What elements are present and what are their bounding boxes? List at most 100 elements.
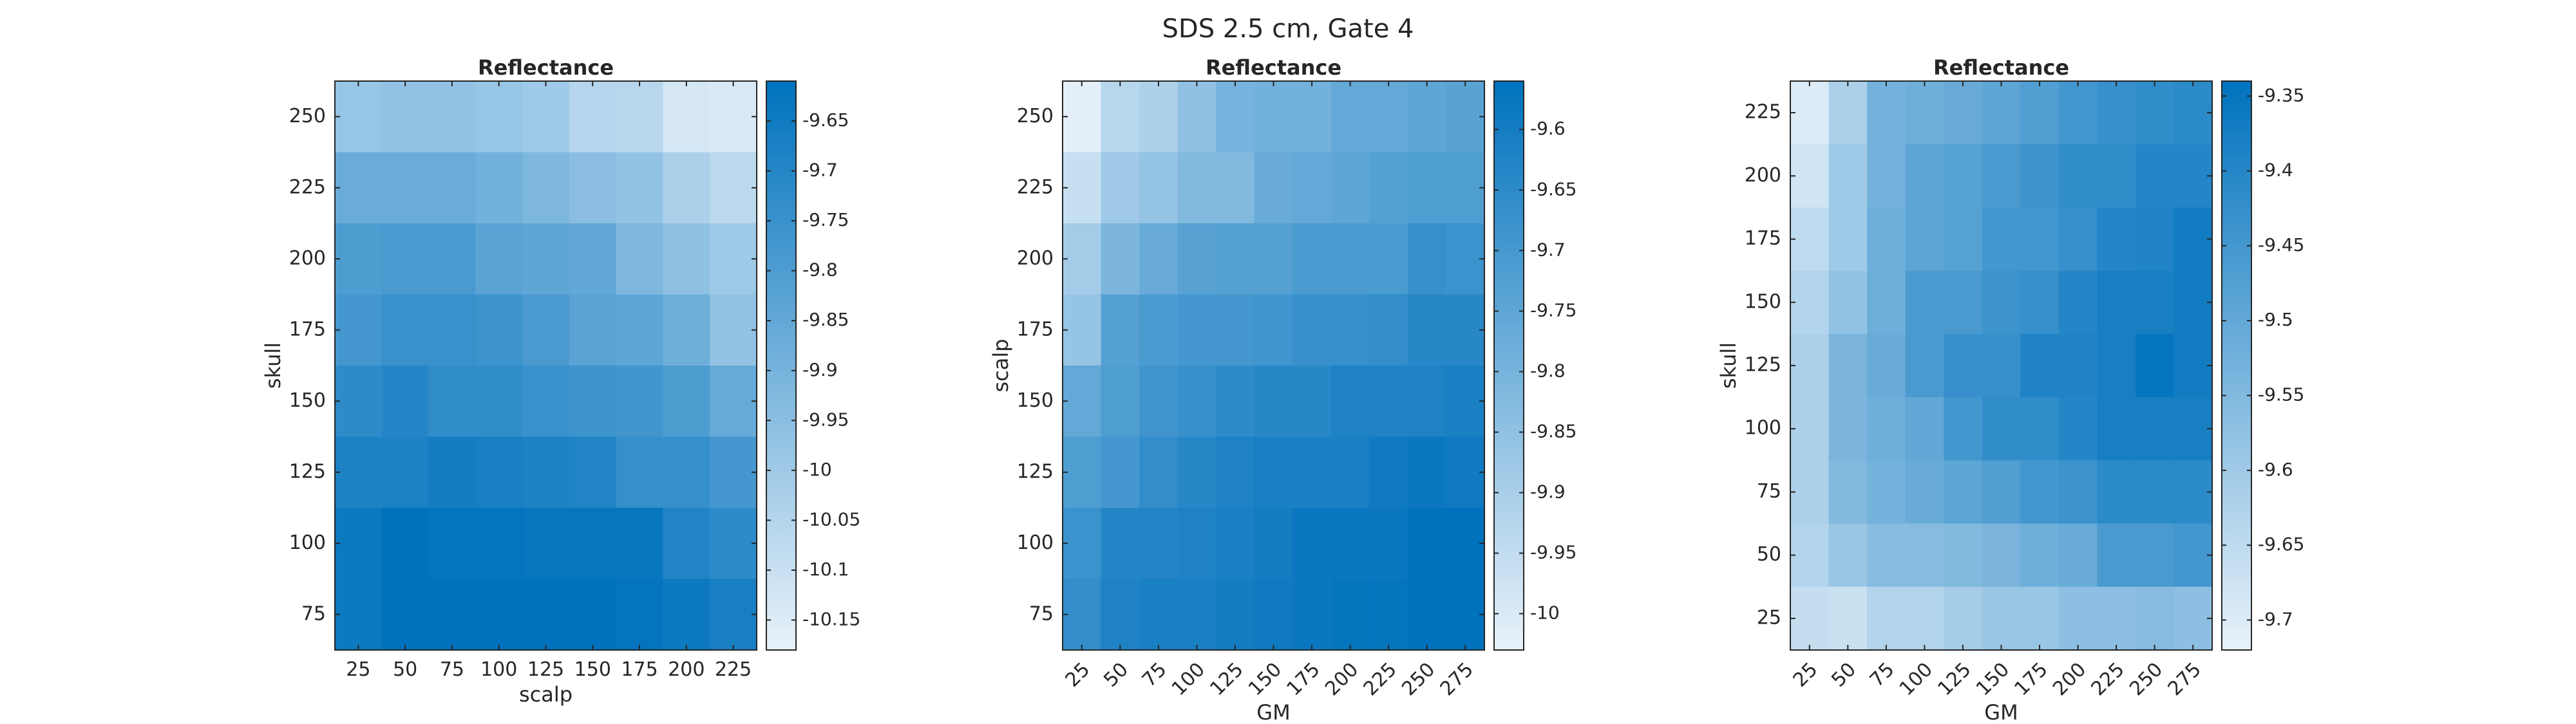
- heatmap-cell: [1944, 81, 1983, 145]
- heatmap-cell: [1407, 81, 1447, 153]
- colorbar-tick-label: -9.7: [2258, 608, 2293, 629]
- heatmap-cell: [1905, 270, 1944, 335]
- heatmap-cell: [522, 436, 570, 508]
- heatmap-cell: [335, 152, 383, 224]
- heatmap-cell: [335, 508, 383, 580]
- x-axis-label: GM: [1256, 700, 1290, 724]
- heatmap-cell: [1982, 333, 2021, 398]
- heatmap-cell: [1177, 81, 1217, 153]
- axes-title: Reflectance: [1933, 55, 2069, 80]
- heatmap-cell: [2135, 81, 2175, 145]
- heatmap-cell: [1331, 508, 1370, 580]
- heatmap-cell: [1828, 586, 1868, 651]
- heatmap-cell: [616, 81, 664, 153]
- heatmap-cell: [1905, 81, 1944, 145]
- colorbar-tick-label: -9.7: [1530, 239, 1566, 260]
- heatmap-cell: [381, 366, 430, 438]
- heatmap-cell: [1216, 366, 1255, 438]
- colorbar: [1494, 81, 1524, 650]
- y-tick-label: 125: [1745, 354, 1781, 376]
- heatmap-cell: [1369, 152, 1408, 224]
- heatmap-cell: [710, 508, 757, 580]
- heatmap-cell: [1982, 207, 2021, 272]
- heatmap-cell: [1982, 397, 2021, 461]
- heatmap-cell: [616, 579, 664, 651]
- y-tick-label: 75: [301, 602, 326, 625]
- y-axis-label: skull: [261, 342, 285, 389]
- heatmap-cell: [616, 152, 664, 224]
- heatmap-cell: [381, 579, 430, 651]
- heatmap-cell: [1293, 223, 1332, 295]
- heatmap-cell: [2097, 333, 2136, 398]
- heatmap-cell: [1177, 436, 1217, 508]
- heatmap-cell: [1331, 436, 1370, 508]
- x-tick-label: 75: [440, 658, 464, 681]
- heatmap-cell: [710, 152, 757, 224]
- heatmap-cell: [428, 508, 476, 580]
- colorbar: [2222, 81, 2251, 650]
- heatmap-cell: [1790, 460, 1830, 524]
- heatmap-cell: [2058, 523, 2098, 588]
- heatmap-cell: [475, 223, 523, 295]
- heatmap-cell: [2135, 144, 2175, 209]
- heatmap-cell: [335, 294, 383, 366]
- heatmap-cell: [1828, 207, 1868, 272]
- heatmap-cell: [1982, 586, 2021, 651]
- heatmap-panel-2: 25 50 751001251501752002252502752502252001…: [989, 55, 1577, 724]
- heatmap-cell: [1790, 333, 1830, 398]
- colorbar-tick-label: -9.75: [1530, 299, 1577, 320]
- heatmap-cell: [1254, 223, 1293, 295]
- heatmap-cell: [1446, 152, 1485, 224]
- heatmap-cell: [381, 81, 430, 153]
- heatmap-cell: [2097, 81, 2136, 145]
- heatmap-cell: [1867, 144, 1906, 209]
- heatmap-cell: [1944, 397, 1983, 461]
- heatmap-cell: [569, 152, 617, 224]
- heatmap-cell: [1101, 152, 1140, 224]
- heatmap-panel-1: 25 50 75 100 125 150 175 200 225 250 225 200 175 150 1…: [261, 55, 860, 707]
- heatmap-cell: [1407, 152, 1447, 224]
- heatmap-cell: [1139, 508, 1179, 580]
- heatmap-cell: [1139, 366, 1179, 438]
- heatmap-cell: [1407, 508, 1447, 580]
- heatmap-cell: [475, 294, 523, 366]
- figure-title: SDS 2.5 cm, Gate 4: [1162, 14, 1414, 44]
- heatmap-cell: [616, 294, 664, 366]
- heatmap-cell: [2058, 270, 2098, 335]
- heatmap-cell: [2097, 586, 2136, 651]
- heatmap-cell: [1867, 333, 1906, 398]
- heatmap-cell: [1369, 294, 1408, 366]
- y-tick-label: 175: [289, 318, 326, 340]
- heatmap-cell: [1407, 223, 1447, 295]
- heatmap-cell: [2020, 144, 2060, 209]
- y-tick-label: 125: [1017, 460, 1054, 483]
- heatmap-cell: [1216, 81, 1255, 153]
- heatmap-cell: [1982, 81, 2021, 145]
- heatmap-cell: [2058, 333, 2098, 398]
- heatmap-cell: [1331, 366, 1370, 438]
- heatmap-cell: [475, 436, 523, 508]
- heatmap-cell: [710, 223, 757, 295]
- heatmap-cell: [569, 508, 617, 580]
- colorbar-tick-label: -9.9: [1530, 481, 1566, 502]
- colorbar-tick-label: -9.75: [802, 209, 849, 230]
- y-tick-label: 75: [1757, 480, 1781, 503]
- heatmap-cell: [1867, 586, 1906, 651]
- x-tick-label: 200: [668, 658, 705, 681]
- y-tick-label: 225: [1745, 101, 1781, 124]
- heatmap-cell: [1828, 460, 1868, 524]
- heatmap-cell: [1177, 508, 1217, 580]
- heatmap-cell: [1101, 294, 1140, 366]
- y-tick-label: 125: [289, 460, 326, 483]
- heatmap-cell: [1905, 586, 1944, 651]
- colorbar-tick-label: -9.8: [1530, 360, 1566, 381]
- heatmap-cell: [2097, 144, 2136, 209]
- heatmap-cell: [1790, 586, 1830, 651]
- heatmap-cell: [1790, 397, 1830, 461]
- heatmap-cell: [1331, 81, 1370, 153]
- heatmap-cell: [1905, 523, 1944, 588]
- y-tick-label: 75: [1029, 602, 1054, 625]
- heatmap-cell: [1867, 460, 1906, 524]
- heatmap-cell: [1828, 144, 1868, 209]
- colorbar-tick-label: -9.85: [802, 309, 849, 330]
